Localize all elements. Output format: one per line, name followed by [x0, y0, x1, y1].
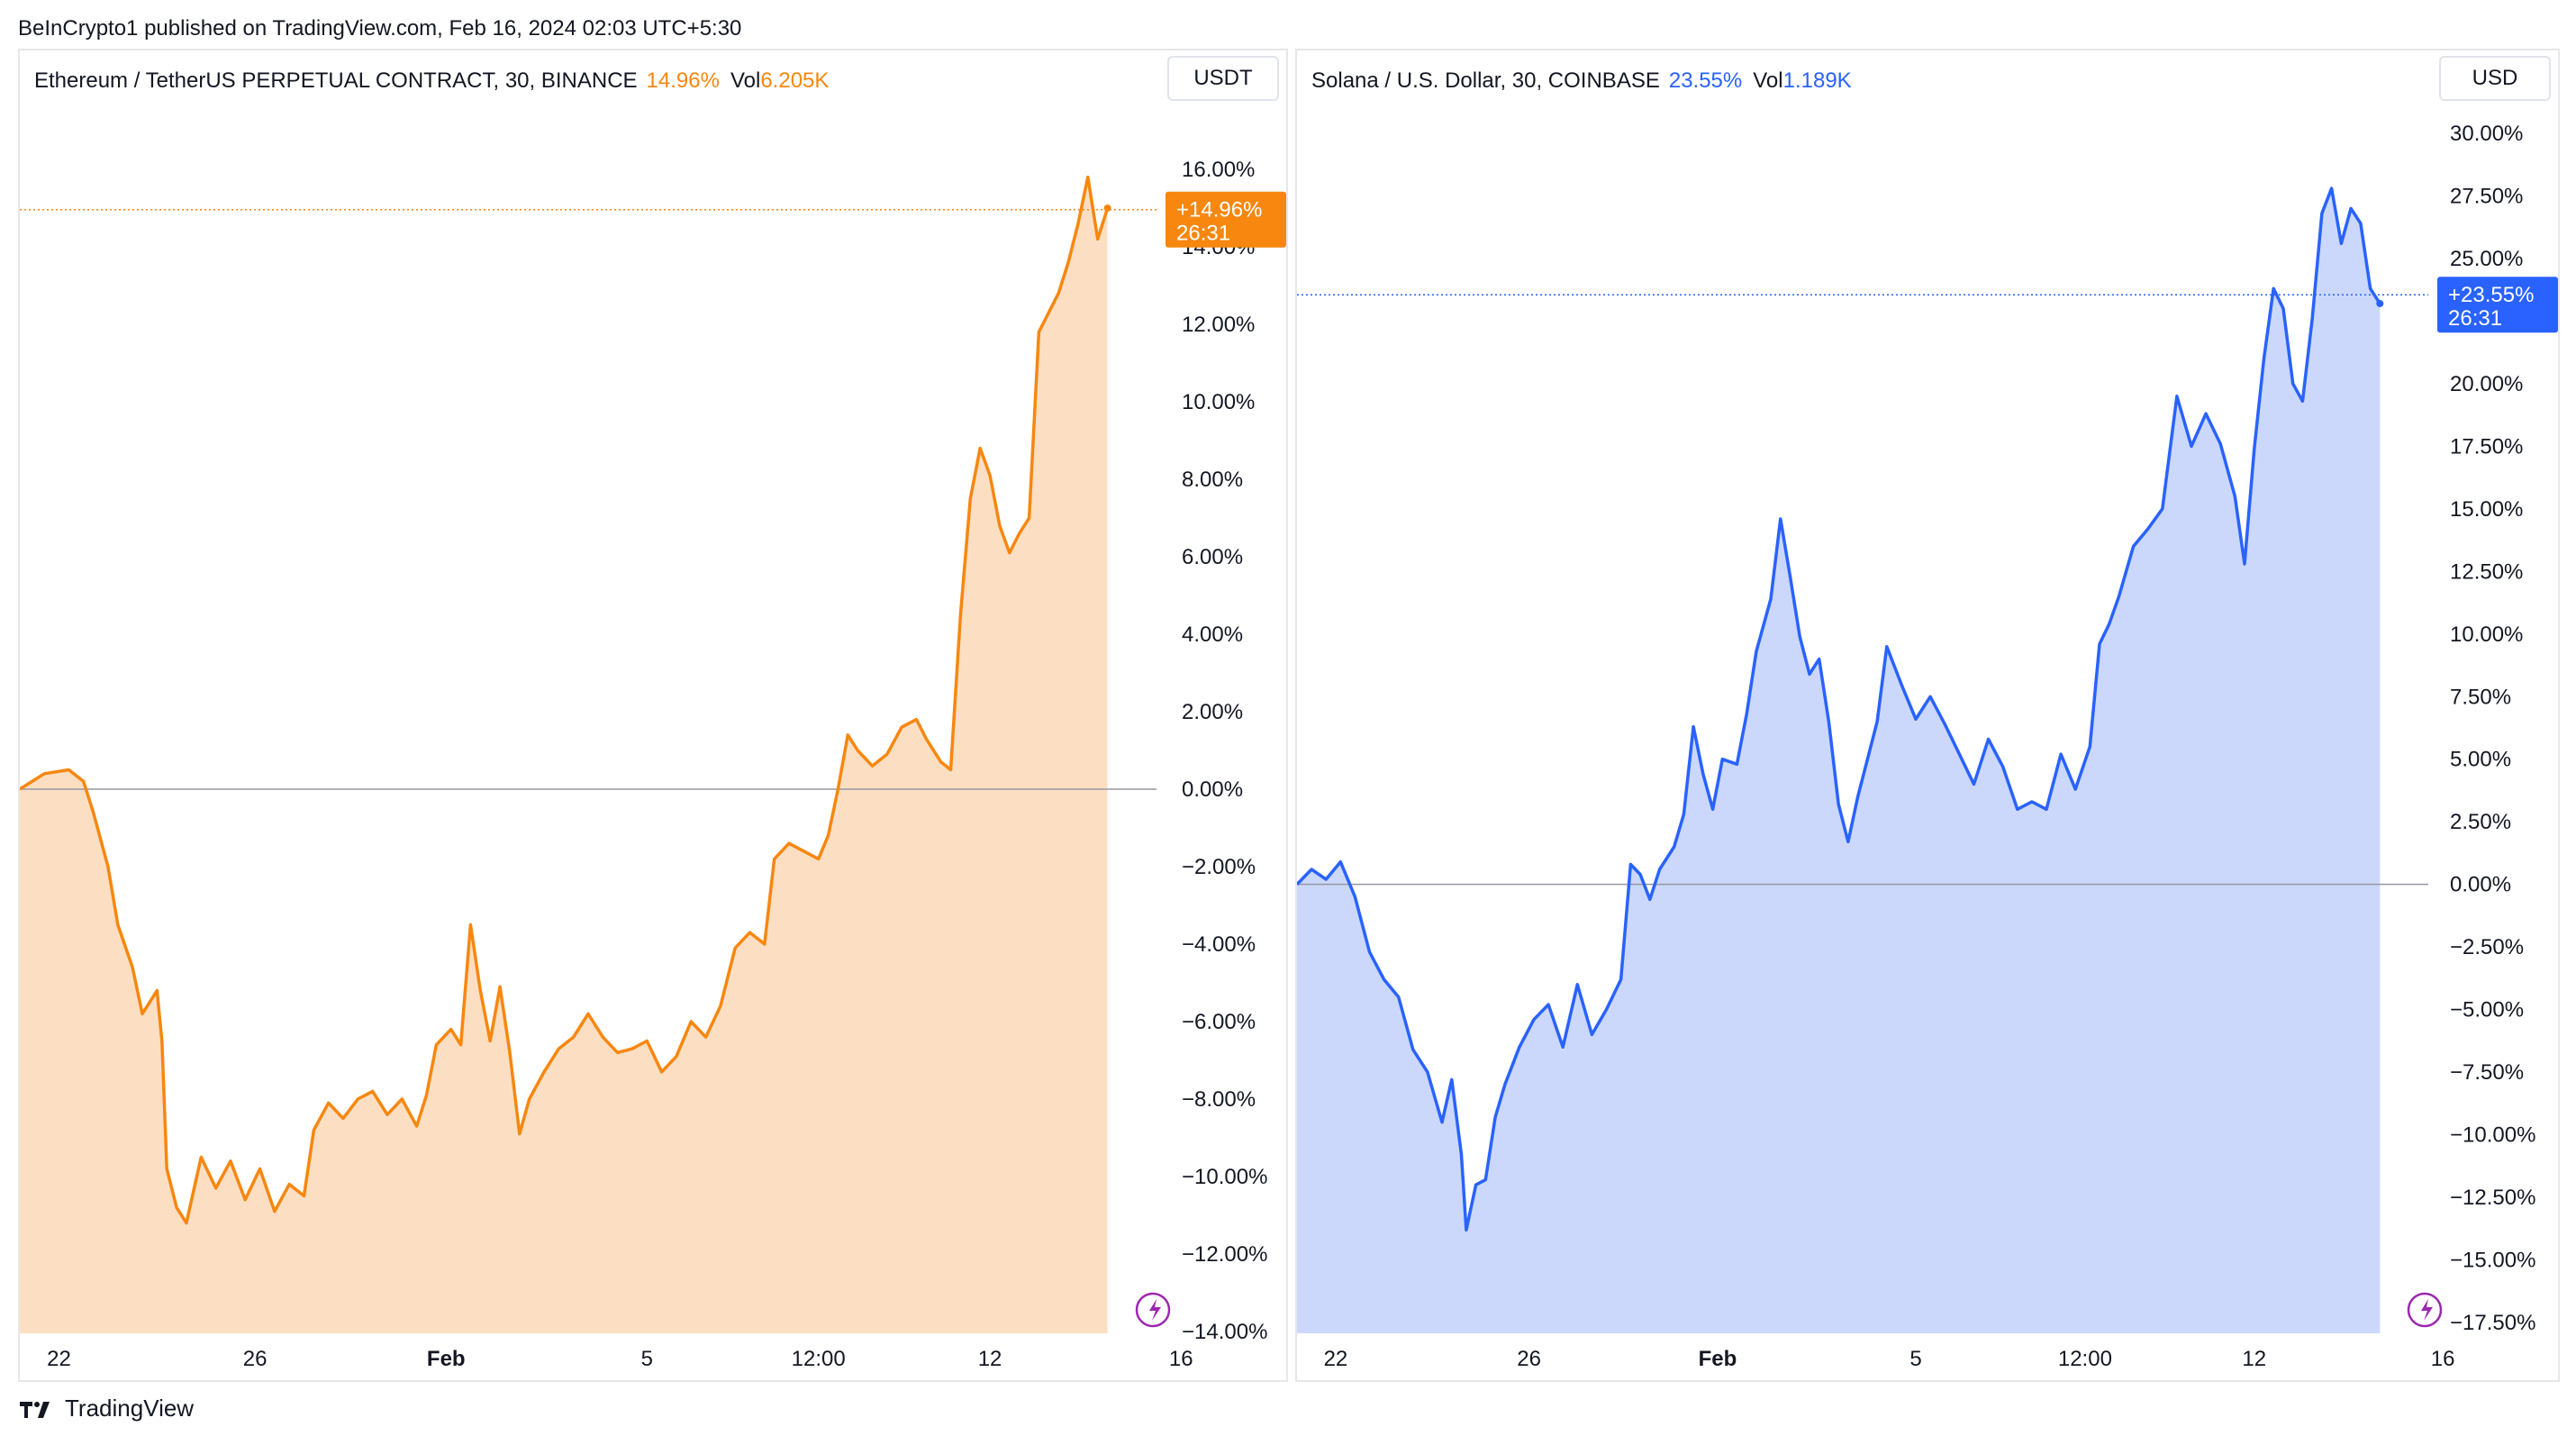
countdown-label: 26:31 [2448, 306, 2502, 331]
y-tick-label: −15.00% [2450, 1249, 2535, 1273]
y-tick-label: 12.50% [2450, 559, 2523, 584]
price-line [20, 175, 1110, 1225]
y-tick-label: 8.00% [1182, 468, 1243, 492]
y-tick-label: 6.00% [1182, 545, 1243, 569]
eth-legend: Ethereum / TetherUS PERPETUAL CONTRACT, … [34, 68, 829, 94]
y-tick-label: −14.00% [1182, 1320, 1267, 1344]
last-point [2376, 299, 2384, 307]
last-value-tag [1166, 191, 1286, 248]
x-tick-label: 12:00 [2058, 1347, 2112, 1371]
y-tick-label: 12.00% [1182, 313, 1255, 337]
y-tick-label: −2.50% [2450, 935, 2524, 959]
y-tick-label: −10.00% [1182, 1165, 1267, 1189]
y-tick-label: −5.00% [2450, 998, 2524, 1022]
last-value-label: +14.96% [1176, 198, 1262, 223]
x-tick-label: 12:00 [792, 1347, 846, 1371]
tradingview-logo-icon [20, 1401, 50, 1418]
y-tick-label: −12.00% [1182, 1242, 1267, 1267]
y-tick-label: 4.00% [1182, 623, 1243, 647]
sol-symbol-title[interactable]: Solana / U.S. Dollar, 30, COINBASE [1311, 68, 1660, 93]
y-tick-label: 27.50% [2450, 184, 2523, 208]
y-tick-label: −12.50% [2450, 1186, 2535, 1210]
y-tick-label: −6.00% [1182, 1010, 1256, 1034]
last-value-label: +23.55% [2448, 283, 2534, 307]
x-tick-label: 22 [47, 1347, 71, 1371]
y-tick-label: −2.00% [1182, 855, 1256, 879]
y-tick-label: 2.50% [2450, 810, 2511, 834]
y-tick-label: 10.00% [1182, 390, 1255, 414]
area-fill [20, 177, 1108, 1334]
x-tick-label: 16 [1169, 1347, 1193, 1371]
y-tick-label: 7.50% [2450, 685, 2511, 709]
y-tick-label: 2.00% [1182, 700, 1243, 724]
y-tick-label: 17.50% [2450, 434, 2523, 459]
x-tick-label: 12 [2242, 1347, 2266, 1371]
y-tick-label: −4.00% [1182, 932, 1256, 957]
y-tick-label: 0.00% [1182, 777, 1243, 802]
sol-chart-panel[interactable]: 30.00%27.50%25.00%22.50%20.00%17.50%15.0… [1295, 49, 2560, 1382]
y-tick-label: 20.00% [2450, 372, 2523, 396]
y-tick-label: 5.00% [2450, 748, 2511, 772]
y-tick-label: 25.00% [2450, 247, 2523, 271]
lightning-icon[interactable] [2407, 1292, 2443, 1328]
sol-legend: Solana / U.S. Dollar, 30, COINBASE 23.55%… [1311, 68, 1852, 94]
x-tick-label: 22 [1324, 1347, 1348, 1371]
y-tick-label: −17.50% [2450, 1311, 2535, 1335]
eth-chart-svg[interactable]: 16.00%14.00%12.00%10.00%8.00%6.00%4.00%2… [20, 50, 1286, 1380]
y-tick-label: 15.00% [2450, 497, 2523, 522]
sol-chart-svg[interactable]: 30.00%27.50%25.00%22.50%20.00%17.50%15.0… [1297, 50, 2558, 1380]
x-tick-label: 26 [1517, 1347, 1541, 1371]
x-tick-label: Feb [427, 1347, 466, 1371]
published-caption: BeInCrypto1 published on TradingView.com… [18, 16, 742, 41]
x-tick-label: 12 [978, 1347, 1002, 1371]
eth-symbol-title[interactable]: Ethereum / TetherUS PERPETUAL CONTRACT, … [34, 68, 638, 93]
y-tick-label: 16.00% [1182, 158, 1255, 182]
y-tick-label: −7.50% [2450, 1060, 2524, 1085]
y-tick-label: 30.00% [2450, 122, 2523, 146]
last-point [1103, 204, 1111, 212]
y-tick-label: −8.00% [1182, 1087, 1256, 1112]
last-value-tag [2437, 277, 2558, 333]
eth-vol-value: 6.205K [760, 68, 830, 93]
sol-change: 23.55% [1668, 68, 1743, 93]
sol-vol-label: Vol [1753, 68, 1783, 93]
sol-currency-button[interactable]: USD [2439, 56, 2551, 101]
y-tick-label: 10.00% [2450, 623, 2523, 647]
area-fill [1297, 188, 2381, 1334]
x-tick-label: 5 [1909, 1347, 1921, 1371]
x-tick-label: 16 [2431, 1347, 2455, 1371]
x-tick-label: 26 [243, 1347, 268, 1371]
x-tick-label: 5 [641, 1347, 653, 1371]
y-tick-label: −10.00% [2450, 1123, 2535, 1148]
lightning-icon[interactable] [1135, 1292, 1171, 1328]
tradingview-brand[interactable]: TradingView [65, 1395, 195, 1422]
sol-vol-value: 1.189K [1782, 68, 1852, 93]
y-tick-label: 0.00% [2450, 873, 2511, 897]
countdown-label: 26:31 [1176, 222, 1230, 246]
eth-vol-label: Vol [730, 68, 761, 93]
eth-chart-panel[interactable]: 16.00%14.00%12.00%10.00%8.00%6.00%4.00%2… [18, 49, 1288, 1382]
x-tick-label: Feb [1699, 1347, 1737, 1371]
eth-currency-button[interactable]: USDT [1167, 56, 1279, 101]
price-line [1297, 186, 2381, 1231]
footer: TradingView [18, 1395, 194, 1422]
eth-change: 14.96% [646, 68, 720, 93]
